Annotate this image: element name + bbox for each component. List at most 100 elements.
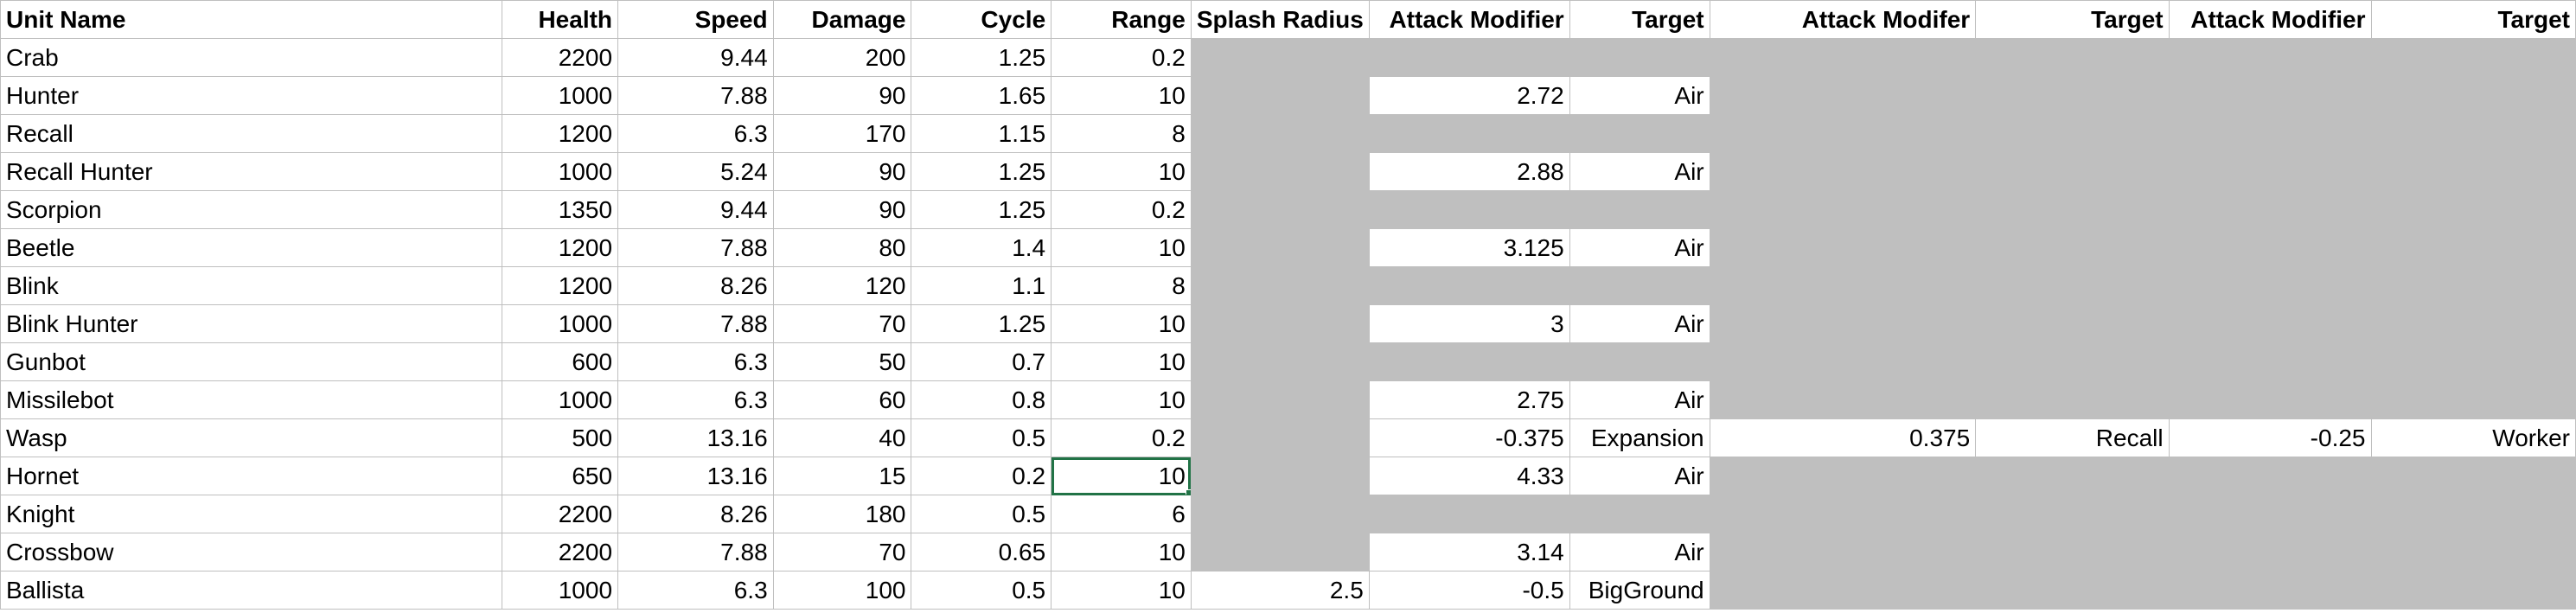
data-cell[interactable]: 0.375 [1709, 418, 1977, 457]
unit-name-cell[interactable]: Recall [0, 114, 503, 153]
data-cell[interactable] [1190, 228, 1370, 267]
data-cell[interactable] [1569, 190, 1710, 229]
column-header-unit-name[interactable]: Unit Name [0, 0, 503, 39]
data-cell[interactable] [1975, 228, 2170, 267]
data-cell[interactable] [1190, 342, 1370, 381]
data-cell[interactable] [1709, 457, 1977, 495]
data-cell[interactable] [1569, 495, 1710, 533]
data-cell[interactable] [1709, 495, 1977, 533]
data-cell[interactable]: 200 [772, 38, 912, 77]
data-cell[interactable] [1975, 114, 2170, 153]
data-cell[interactable] [1709, 114, 1977, 153]
data-cell[interactable]: 120 [772, 266, 912, 305]
data-cell[interactable] [2370, 76, 2576, 115]
data-cell[interactable] [1709, 228, 1977, 267]
data-cell[interactable] [1569, 266, 1710, 305]
data-cell[interactable] [1569, 342, 1710, 381]
data-cell[interactable]: 1.25 [911, 304, 1052, 343]
unit-name-cell[interactable]: Beetle [0, 228, 503, 267]
data-cell[interactable] [1190, 457, 1370, 495]
data-cell[interactable]: Air [1569, 76, 1710, 115]
data-cell[interactable]: Air [1569, 228, 1710, 267]
data-cell[interactable] [1975, 571, 2170, 610]
data-cell[interactable]: 90 [772, 190, 912, 229]
data-cell[interactable] [1709, 571, 1977, 610]
data-cell[interactable] [2168, 228, 2372, 267]
data-cell[interactable]: 180 [772, 495, 912, 533]
data-cell[interactable]: 80 [772, 228, 912, 267]
unit-name-cell[interactable]: Gunbot [0, 342, 503, 381]
data-cell[interactable]: 1.4 [911, 228, 1052, 267]
data-cell[interactable]: 10 [1051, 228, 1192, 267]
data-cell[interactable] [1190, 38, 1370, 77]
data-cell[interactable] [1975, 380, 2170, 419]
data-cell[interactable] [2370, 190, 2576, 229]
data-cell[interactable] [1975, 152, 2170, 191]
data-cell[interactable] [2168, 38, 2372, 77]
data-cell[interactable] [1368, 114, 1570, 153]
data-cell[interactable]: 1200 [502, 266, 619, 305]
data-cell[interactable] [1368, 342, 1570, 381]
data-cell[interactable] [2370, 304, 2576, 343]
column-header-range[interactable]: Range [1051, 0, 1192, 39]
unit-name-cell[interactable]: Wasp [0, 418, 503, 457]
data-cell[interactable]: 1.25 [911, 38, 1052, 77]
data-cell[interactable] [1709, 38, 1977, 77]
column-header-attack-modifier-2[interactable]: Attack Modifer [1709, 0, 1977, 39]
data-cell[interactable]: 2.75 [1368, 380, 1570, 419]
data-cell[interactable] [2370, 342, 2576, 381]
data-cell[interactable] [2168, 342, 2372, 381]
data-cell[interactable] [2370, 457, 2576, 495]
data-cell[interactable]: 70 [772, 533, 912, 571]
data-cell[interactable]: Air [1569, 380, 1710, 419]
data-cell[interactable]: 8 [1051, 266, 1192, 305]
data-cell[interactable]: 2.5 [1190, 571, 1370, 610]
data-cell[interactable]: Air [1569, 152, 1710, 191]
data-cell[interactable] [1190, 114, 1370, 153]
data-cell[interactable]: 0.2 [1051, 190, 1192, 229]
data-cell[interactable] [1975, 342, 2170, 381]
column-header-health[interactable]: Health [502, 0, 619, 39]
data-cell[interactable]: 10 [1051, 304, 1192, 343]
data-cell[interactable]: 3.125 [1368, 228, 1570, 267]
data-cell[interactable]: 7.88 [617, 533, 774, 571]
data-cell[interactable]: 1.1 [911, 266, 1052, 305]
data-cell[interactable]: 1000 [502, 152, 619, 191]
data-cell[interactable] [2168, 152, 2372, 191]
data-cell[interactable]: 9.44 [617, 38, 774, 77]
data-cell[interactable] [1975, 190, 2170, 229]
unit-name-cell[interactable]: Blink Hunter [0, 304, 503, 343]
data-cell[interactable]: 0.5 [911, 418, 1052, 457]
data-cell[interactable] [2370, 152, 2576, 191]
data-cell[interactable] [2370, 228, 2576, 267]
data-cell[interactable]: 600 [502, 342, 619, 381]
data-cell[interactable]: 8.26 [617, 495, 774, 533]
data-cell[interactable]: 6.3 [617, 114, 774, 153]
data-cell[interactable] [1709, 152, 1977, 191]
data-cell[interactable]: 8 [1051, 114, 1192, 153]
data-cell[interactable] [2168, 380, 2372, 419]
data-cell[interactable]: 2200 [502, 533, 619, 571]
data-cell[interactable] [1569, 114, 1710, 153]
data-cell[interactable] [2370, 38, 2576, 77]
data-cell[interactable] [1190, 380, 1370, 419]
data-cell[interactable] [2370, 495, 2576, 533]
data-cell[interactable]: -0.25 [2168, 418, 2372, 457]
data-cell[interactable]: 0.65 [911, 533, 1052, 571]
data-cell[interactable]: 13.16 [617, 457, 774, 495]
column-header-speed[interactable]: Speed [617, 0, 774, 39]
data-cell[interactable]: 3 [1368, 304, 1570, 343]
data-cell[interactable]: 0.2 [911, 457, 1052, 495]
data-cell[interactable]: Expansion [1569, 418, 1710, 457]
data-cell[interactable] [1975, 495, 2170, 533]
data-cell[interactable]: 10 [1051, 76, 1192, 115]
data-cell[interactable]: 60 [772, 380, 912, 419]
data-cell[interactable]: 1000 [502, 380, 619, 419]
unit-name-cell[interactable]: Blink [0, 266, 503, 305]
data-cell[interactable] [2168, 571, 2372, 610]
data-cell[interactable]: 40 [772, 418, 912, 457]
data-cell[interactable] [1975, 38, 2170, 77]
data-cell[interactable]: -0.5 [1368, 571, 1570, 610]
unit-name-cell[interactable]: Missilebot [0, 380, 503, 419]
column-header-splash-radius[interactable]: Splash Radius [1190, 0, 1370, 39]
